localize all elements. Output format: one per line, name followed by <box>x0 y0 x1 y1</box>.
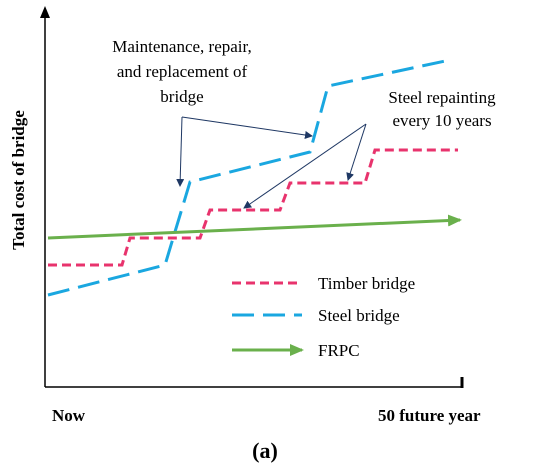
annotation: Steel repainting <box>388 88 496 107</box>
annotation: and replacement of <box>117 62 248 81</box>
legend-label: FRPC <box>318 341 360 360</box>
x-label: Now <box>52 406 86 425</box>
frpc-line <box>47 214 462 240</box>
annotation-arrows <box>176 116 367 209</box>
timber-line <box>48 148 458 267</box>
steel-line <box>47 58 451 297</box>
annotation: every 10 years <box>392 111 491 130</box>
annotation: bridge <box>160 87 203 106</box>
x-label: 50 future year <box>378 406 481 425</box>
y-axis-label: Total cost of bridge <box>9 110 28 250</box>
legend-label: Steel bridge <box>318 306 400 325</box>
axes <box>40 6 464 388</box>
caption: (a) <box>252 438 278 463</box>
annotation: Maintenance, repair, <box>112 37 252 56</box>
legend-label: Timber bridge <box>318 274 415 293</box>
legend: Timber bridge Steel bridge FRPC <box>232 274 415 360</box>
